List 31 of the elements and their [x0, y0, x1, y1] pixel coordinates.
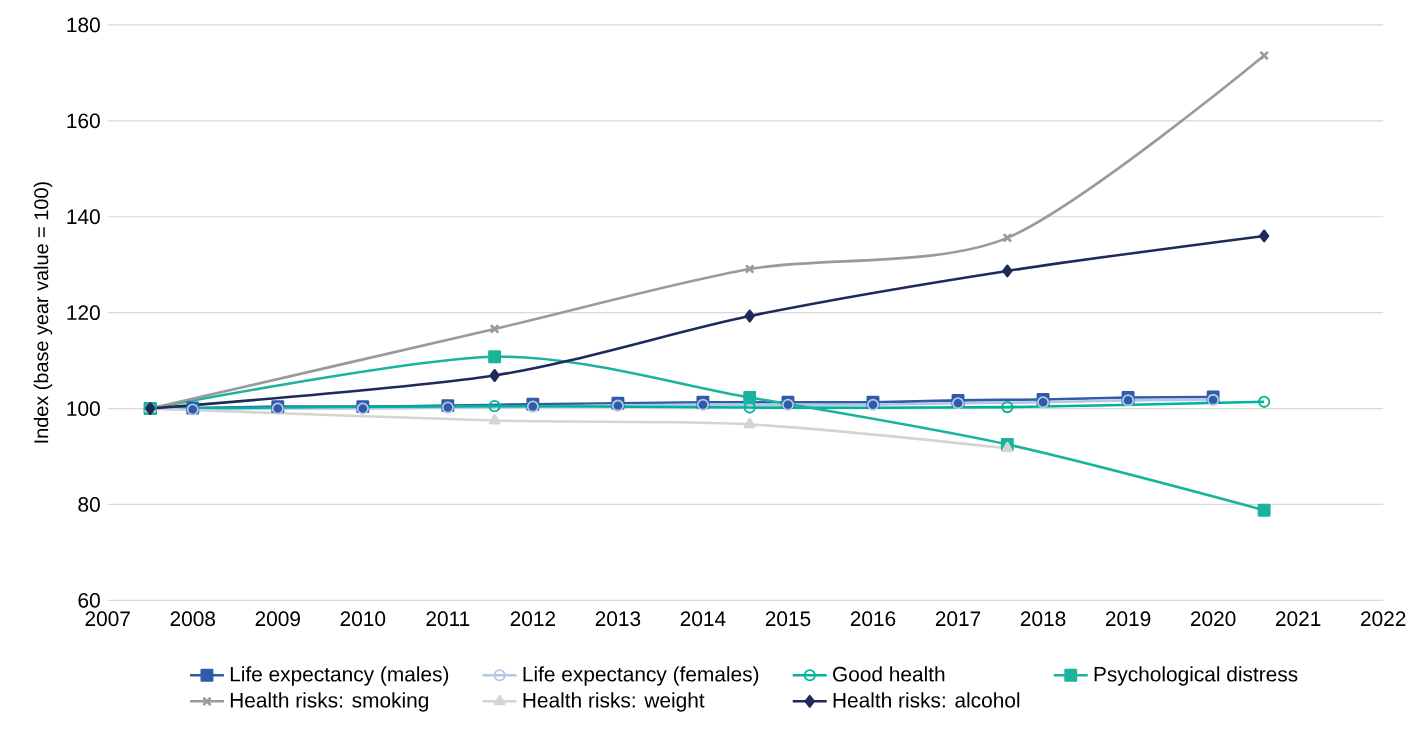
- legend-label: Psychological distress: [1094, 666, 1298, 686]
- y-tick-label: 60: [78, 592, 100, 608]
- x-tick-label: 2009: [255, 611, 300, 627]
- x-tick-label: 2016: [850, 611, 896, 627]
- y-tick-label: 120: [67, 305, 100, 321]
- x-tick-label: 2018: [1020, 611, 1066, 627]
- x-tick-label: 2021: [1276, 611, 1321, 627]
- x-tick-label: 2010: [340, 611, 386, 627]
- x-tick-label: 2011: [426, 611, 470, 627]
- y-tick-label: 100: [67, 401, 100, 416]
- x-tick-label: 2014: [680, 611, 726, 627]
- y-tick-label: 180: [67, 17, 100, 33]
- x-tick-label: 2008: [170, 611, 216, 627]
- y-tick-label: 140: [67, 209, 100, 225]
- y-axis-title: Index (base year value = 100): [33, 182, 53, 443]
- legend-label: Good health: [833, 666, 945, 682]
- x-tick-label: 2007: [85, 611, 130, 627]
- y-tick-label: 160: [67, 113, 100, 129]
- legend-label: Health risks: alcohol: [833, 692, 1020, 708]
- x-tick-label: 2015: [765, 611, 811, 627]
- legend-label: Life expectancy (males): [230, 666, 449, 686]
- x-tick-label: 2022: [1361, 611, 1406, 627]
- x-tick-label: 2013: [595, 611, 641, 627]
- legend-label: Health risks: smoking: [230, 692, 428, 712]
- legend-label: Life expectancy (females): [523, 666, 759, 686]
- legend-label: Health risks: weight: [523, 692, 705, 712]
- x-tick-label: 2017: [935, 611, 981, 627]
- x-tick-label: 2020: [1190, 611, 1236, 627]
- y-tick-label: 80: [78, 497, 100, 512]
- x-tick-label: 2012: [510, 611, 555, 627]
- x-tick-label: 2019: [1105, 611, 1151, 627]
